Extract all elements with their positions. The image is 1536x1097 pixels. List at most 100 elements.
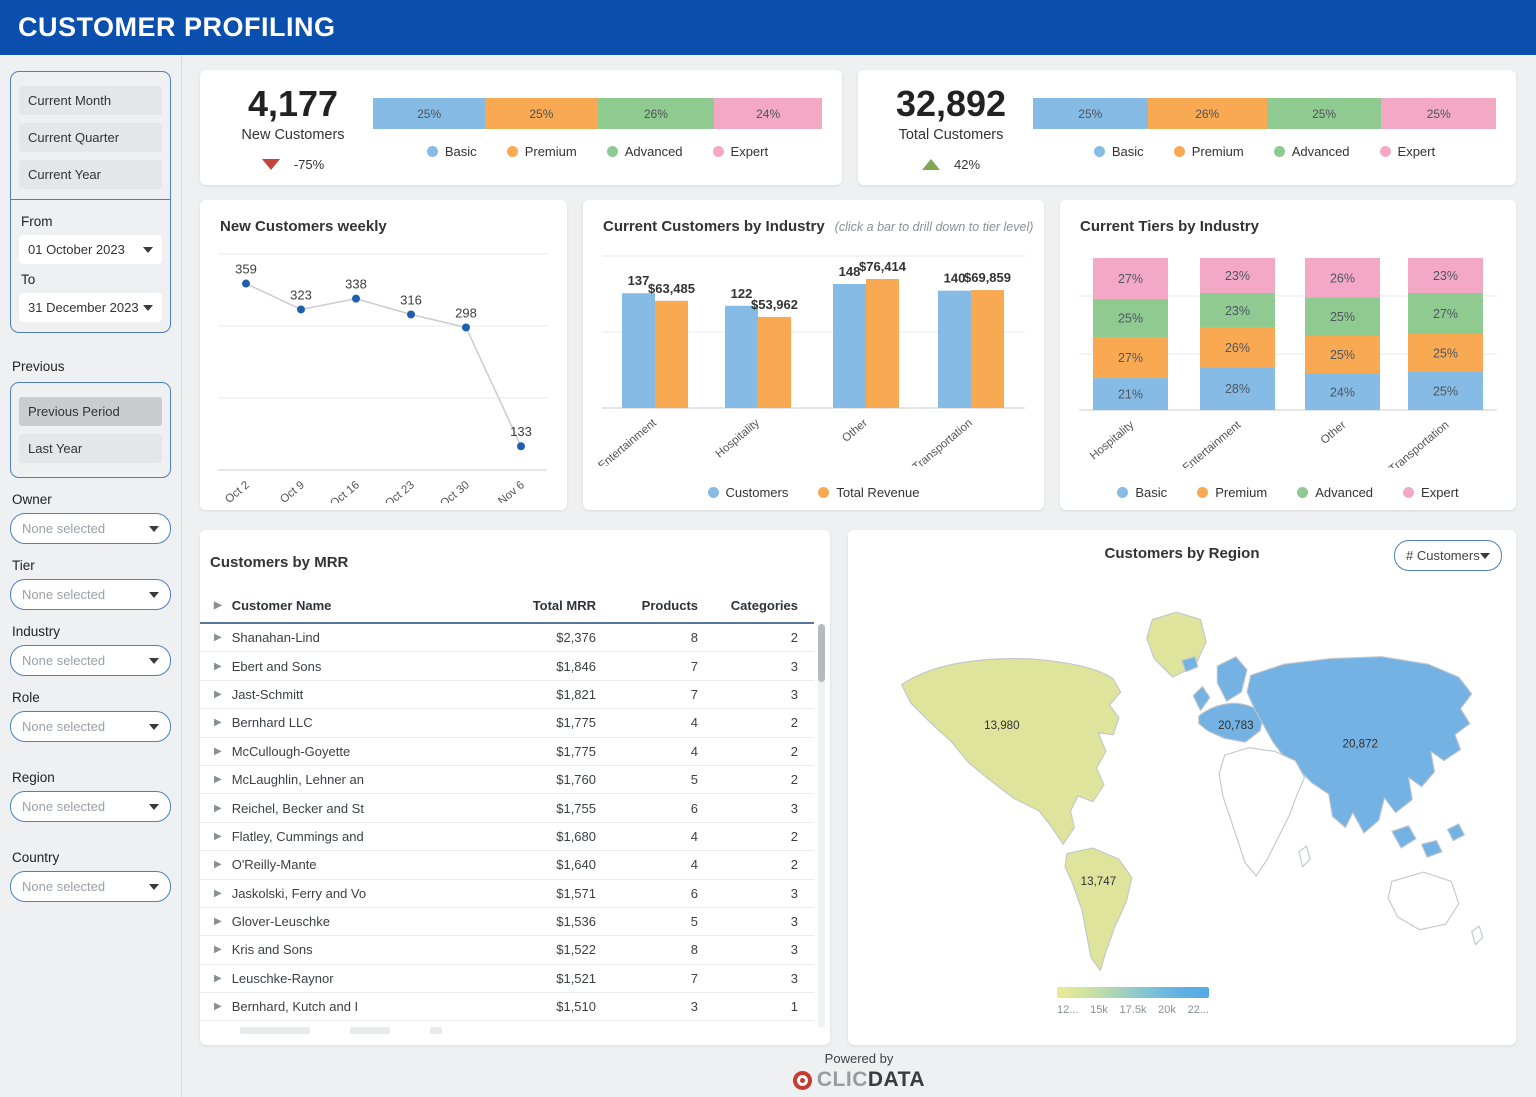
customer-name: McLaughlin, Lehner an bbox=[232, 772, 364, 787]
expand-icon[interactable]: ▶ bbox=[214, 717, 222, 728]
dimension-filters: OwnerNone selectedTierNone selectedIndus… bbox=[10, 492, 171, 902]
weekly-chart-title: New Customers weekly bbox=[220, 218, 387, 235]
categories-count: 2 bbox=[708, 630, 814, 645]
table-row[interactable]: ▶Jast-Schmitt$1,82173 bbox=[200, 681, 814, 709]
map-region-uk[interactable] bbox=[1193, 686, 1210, 710]
table-row[interactable]: ▶McCullough-Goyette$1,77542 bbox=[200, 738, 814, 766]
bar-customers-hospitality[interactable] bbox=[725, 306, 758, 408]
bar-label: $53,962 bbox=[751, 297, 798, 312]
chevron-down-icon bbox=[143, 247, 153, 253]
filter-group-role: RoleNone selected bbox=[10, 690, 171, 742]
expand-icon[interactable]: ▶ bbox=[214, 831, 222, 842]
from-date-select[interactable]: 01 October 2023 bbox=[19, 235, 162, 264]
industry-dropdown[interactable]: None selected bbox=[10, 645, 171, 676]
bar-total-revenue-other[interactable] bbox=[866, 279, 899, 408]
customer-name: Glover-Leuschke bbox=[232, 914, 330, 929]
mrr-table-title: Customers by MRR bbox=[210, 554, 348, 571]
table-row[interactable]: ▶Kris and Sons$1,52283 bbox=[200, 936, 814, 964]
tier-segment-premium: 26% bbox=[1148, 98, 1267, 129]
kpi-card-new-customers: 4,177 New Customers -75% 25%25%26%24% Ba… bbox=[200, 70, 842, 185]
previous-button-last-year[interactable]: Last Year bbox=[19, 434, 162, 463]
table-row[interactable]: ▶O'Reilly-Mante$1,64042 bbox=[200, 851, 814, 879]
bar-customers-other[interactable] bbox=[833, 284, 866, 408]
map-card: Customers by Region # Customers bbox=[848, 530, 1516, 1045]
expand-icon[interactable]: ▶ bbox=[214, 973, 222, 984]
line-point bbox=[517, 442, 525, 450]
bar-total-revenue-entertainment[interactable] bbox=[655, 301, 688, 408]
previous-button-previous-period[interactable]: Previous Period bbox=[19, 397, 162, 426]
period-button-current-month[interactable]: Current Month bbox=[19, 86, 162, 115]
segment-label: 28% bbox=[1225, 382, 1250, 396]
table-scrollbar[interactable] bbox=[818, 624, 825, 1028]
country-dropdown[interactable]: None selected bbox=[10, 871, 171, 902]
filter-label: Owner bbox=[12, 492, 169, 507]
total-mrr: $2,376 bbox=[493, 630, 608, 645]
segment-label: 23% bbox=[1225, 304, 1250, 318]
map-region-philippines[interactable] bbox=[1448, 824, 1465, 841]
new-customers-tier-bar: 25%25%26%24% bbox=[373, 98, 822, 129]
expand-icon[interactable]: ▶ bbox=[214, 944, 222, 955]
map-region-madagascar[interactable] bbox=[1299, 846, 1310, 866]
table-row[interactable]: ▶Flatley, Cummings and$1,68042 bbox=[200, 823, 814, 851]
region-dropdown[interactable]: None selected bbox=[10, 791, 171, 822]
map-region-scandinavia[interactable] bbox=[1217, 657, 1247, 702]
map-region-indonesia[interactable] bbox=[1422, 841, 1442, 858]
expand-icon[interactable]: ▶ bbox=[214, 661, 222, 672]
expand-icon[interactable]: ▶ bbox=[214, 859, 222, 870]
role-dropdown[interactable]: None selected bbox=[10, 711, 171, 742]
chevron-down-icon bbox=[149, 884, 159, 890]
legend-item-advanced: Advanced bbox=[1274, 144, 1350, 159]
table-row[interactable]: ▶Bernhard LLC$1,77542 bbox=[200, 709, 814, 737]
legend-dot bbox=[507, 146, 518, 157]
expand-icon[interactable]: ▶ bbox=[214, 774, 222, 785]
map-region-australia[interactable] bbox=[1388, 872, 1459, 930]
map-region-new-zealand[interactable] bbox=[1472, 926, 1483, 945]
map-region-south-america[interactable] bbox=[1065, 848, 1132, 971]
map-metric-dropdown[interactable]: # Customers bbox=[1394, 540, 1502, 571]
tiers-chart-title: Current Tiers by Industry bbox=[1080, 218, 1259, 235]
x-axis-label: Transportation bbox=[1387, 419, 1451, 468]
scale-tick: 15k bbox=[1090, 1004, 1108, 1016]
categories-count: 2 bbox=[708, 857, 814, 872]
expand-icon[interactable]: ▶ bbox=[214, 888, 222, 899]
to-date-select[interactable]: 31 December 2023 bbox=[19, 293, 162, 322]
tier-segment-basic: 25% bbox=[1033, 98, 1148, 129]
tier-dropdown[interactable]: None selected bbox=[10, 579, 171, 610]
bar-total-revenue-hospitality[interactable] bbox=[758, 317, 791, 408]
table-row[interactable]: ▶Reichel, Becker and St$1,75563 bbox=[200, 794, 814, 822]
x-axis-label: Entertainment bbox=[1181, 419, 1244, 468]
bar-label: $69,859 bbox=[964, 270, 1011, 285]
period-buttons-section: Current Month Current Quarter Current Year bbox=[11, 72, 170, 199]
categories-count: 1 bbox=[708, 999, 814, 1014]
table-row[interactable]: ▶McLaughlin, Lehner an$1,76052 bbox=[200, 766, 814, 794]
point-label: 359 bbox=[235, 262, 257, 277]
bar-label: 140 bbox=[944, 271, 966, 286]
expand-icon[interactable]: ▶ bbox=[214, 803, 222, 814]
map-region-north-america[interactable] bbox=[902, 659, 1121, 845]
expand-icon[interactable]: ▶ bbox=[214, 746, 222, 757]
table-row[interactable]: ▶Ebert and Sons$1,84673 bbox=[200, 652, 814, 680]
table-row[interactable]: ▶Shanahan-Lind$2,37682 bbox=[200, 624, 814, 652]
expand-icon[interactable]: ▶ bbox=[214, 689, 222, 700]
map-region-se-asia[interactable] bbox=[1392, 826, 1416, 848]
table-row[interactable]: ▶Jaskolski, Ferry and Vo$1,57163 bbox=[200, 880, 814, 908]
page-title: CUSTOMER PROFILING bbox=[18, 12, 336, 43]
bar-total-revenue-transportation[interactable] bbox=[971, 290, 1004, 408]
x-axis-label: Hospitality bbox=[714, 417, 763, 460]
table-row[interactable]: ▶Glover-Leuschke$1,53653 bbox=[200, 908, 814, 936]
expand-icon[interactable]: ▶ bbox=[214, 632, 222, 643]
map-region-africa[interactable] bbox=[1219, 748, 1304, 876]
bar-customers-entertainment[interactable] bbox=[622, 293, 655, 408]
expand-icon[interactable]: ▶ bbox=[214, 916, 222, 927]
period-button-current-quarter[interactable]: Current Quarter bbox=[19, 123, 162, 152]
table-row[interactable]: ▶Leuschke-Raynor$1,52173 bbox=[200, 965, 814, 993]
previous-buttons-section: Previous Period Last Year bbox=[11, 383, 170, 477]
table-scrollbar-thumb[interactable] bbox=[818, 624, 825, 682]
owner-dropdown[interactable]: None selected bbox=[10, 513, 171, 544]
total-mrr: $1,640 bbox=[493, 857, 608, 872]
bar-customers-transportation[interactable] bbox=[938, 291, 971, 408]
table-row[interactable]: ▶Bernhard, Kutch and I$1,51031 bbox=[200, 993, 814, 1021]
period-button-current-year[interactable]: Current Year bbox=[19, 160, 162, 189]
filter-sidebar: Current Month Current Quarter Current Year… bbox=[0, 55, 182, 1097]
expand-icon[interactable]: ▶ bbox=[214, 1001, 222, 1012]
